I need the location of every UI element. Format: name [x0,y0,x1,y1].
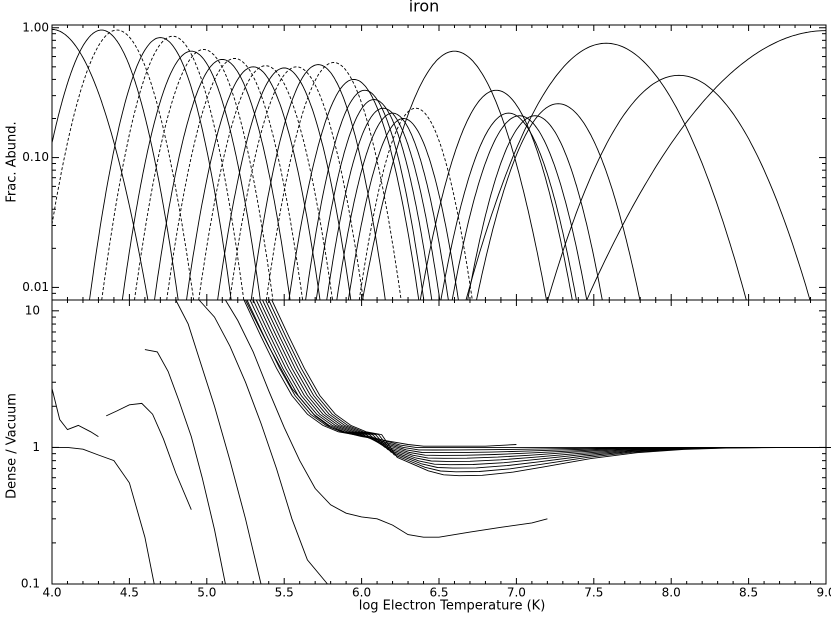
abundance-curve [217,67,352,301]
abundance-curve [326,107,441,301]
bottom-plot-frame [51,299,827,585]
ratio-bundle-curve [252,299,831,456]
y-tick-label: 0.01 [22,280,49,294]
x-tick-label: 4.0 [42,586,61,600]
x-tick-label: 7.0 [507,586,526,600]
abundance-curve [154,58,291,301]
abundance-curve [336,112,449,301]
abundance-curve [250,64,386,301]
abundance-curve [198,65,334,301]
x-axis-ticks: 4.0 4.5 5.0 5.5 6.0 6.5 7.0 7.5 8.0 8.5 9.0 [42,25,831,600]
y-tick-label: 1 [32,440,40,454]
x-axis-label: log Electron Temperature (K) [359,599,546,614]
bottom-y-axis-label: Dense / Vacuum [5,393,20,499]
abundance-curve [186,66,321,301]
x-tick-label: 7.5 [584,586,603,600]
abundance-curve [166,58,304,301]
abundance-curve [89,37,232,301]
x-tick-label: 8.5 [739,586,758,600]
abundance-curve [51,29,179,301]
y-tick-label: 0.1 [21,577,40,591]
x-tick-label: 4.5 [120,586,139,600]
ratio-curve [225,299,548,538]
top-plot-frame [51,24,827,301]
ratio-curve [175,299,262,585]
ratio-bundle-curve [262,299,831,466]
abundance-curve [586,30,827,301]
abundance-curve [440,112,577,301]
ratio-curve [106,402,192,510]
abundance-curve [265,62,402,301]
abundance-curve [347,118,459,301]
abundance-curve [288,78,420,301]
y-tick-label: 0.10 [22,150,49,164]
bottom-series-group [51,299,831,585]
abundance-curve [451,115,588,301]
top-y-axis-label: Frac. Abund. [5,121,20,202]
chart-title: iron [409,0,440,16]
ratio-bundle-curve [255,299,831,459]
ratio-bundle-curve [271,299,831,477]
ratio-curve [52,446,155,585]
abundance-curve [465,42,747,301]
ratio-bundle-curve [258,299,831,462]
x-tick-label: 5.5 [275,586,294,600]
abundance-curve [134,49,274,301]
top-series-group [51,29,827,301]
y-tick-label: 1.00 [22,20,49,34]
bottom-axis-ticks: 0.1 1 10 [21,303,826,591]
top-axis-ticks: 0.01 0.10 1.00 [22,20,826,301]
ratio-curve [144,349,226,585]
ratio-bundle-curve [243,299,703,448]
ratio-curve [51,388,99,437]
abundance-curve [419,89,573,301]
ratio-bundle-curve [249,299,771,454]
abundance-curve [51,29,195,301]
ratio-bundle-curve [246,299,706,451]
abundance-curve [547,74,811,301]
abundance-curve [476,103,641,301]
ratio-bundle-curve [265,299,831,469]
x-tick-label: 6.5 [429,586,448,600]
ratio-curve [198,299,328,585]
x-tick-label: 5.0 [197,586,216,600]
x-tick-label: 6.0 [352,586,371,600]
abundance-curve [121,50,261,301]
panel-fractional-abundance: Frac. Abund. 0.01 0.10 1.00 [5,20,827,301]
ratio-bundle-curve [268,299,831,473]
x-tick-label: 9.0 [816,586,831,600]
abundance-curve [305,89,425,301]
abundance-curve [362,50,547,301]
abundance-curve [315,99,433,301]
abundance-curve [358,107,473,301]
abundance-curve [229,66,364,301]
ratio-curve [245,299,517,447]
panel-dense-vacuum: Dense / Vacuum 0.1 1 10 [5,299,831,591]
y-tick-label: 10 [25,303,40,317]
x-tick-label: 8.0 [662,586,681,600]
abundance-curve [52,29,149,301]
abundance-curve [467,115,603,301]
